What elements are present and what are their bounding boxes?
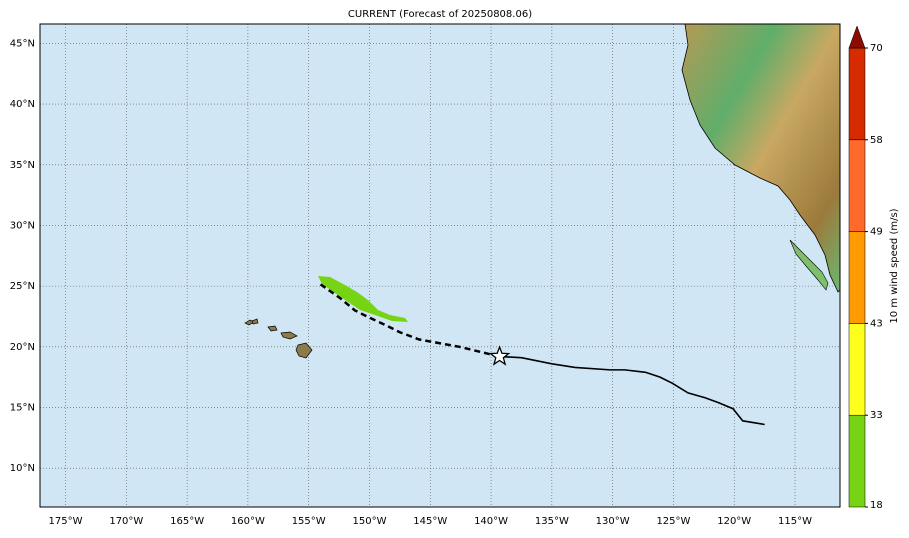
x-tick-label: 170°W (109, 516, 143, 527)
x-tick-label: 160°W (231, 516, 265, 527)
hawaii-islands (244, 318, 313, 359)
colorbar-label: 10 m wind speed (m/s) (889, 208, 900, 323)
colorbar-tick-label: 49 (870, 227, 883, 238)
north-america-land (681, 23, 841, 293)
y-tick-label: 20°N (10, 342, 35, 353)
colorbar-tick-label: 58 (870, 135, 883, 146)
map-frame (39, 23, 841, 508)
past-track (499, 355, 765, 426)
x-tick-label: 175°W (49, 516, 83, 527)
baja-peninsula (789, 239, 829, 291)
x-tick-label: 120°W (717, 516, 751, 527)
colorbar-segment (848, 414, 866, 508)
x-tick-label: 155°W (292, 516, 326, 527)
forecast-track (318, 282, 500, 358)
colorbar-tick-label: 18 (870, 500, 883, 511)
y-tick-label: 30°N (10, 220, 35, 231)
colorbar-segment (848, 139, 866, 232)
colorbar-segment (848, 47, 866, 141)
x-tick-label: 135°W (535, 516, 569, 527)
colorbar-segment (848, 231, 866, 324)
y-tick-label: 25°N (10, 281, 35, 292)
x-tick-label: 150°W (352, 516, 386, 527)
y-tick-label: 15°N (10, 402, 35, 413)
colorbar-segment (848, 323, 866, 416)
x-tick-label: 115°W (778, 516, 812, 527)
x-tick-label: 125°W (656, 516, 690, 527)
x-tick-label: 140°W (474, 516, 508, 527)
x-tick-label: 165°W (170, 516, 204, 527)
y-tick-label: 35°N (10, 160, 35, 171)
colorbar-tick-label: 33 (870, 410, 883, 421)
map-title: CURRENT (Forecast of 20250808.06) (348, 9, 532, 20)
colorbar-tick-label: 43 (870, 318, 883, 329)
colorbar-extend (848, 25, 866, 49)
x-tick-label: 130°W (596, 516, 630, 527)
y-tick-label: 10°N (10, 463, 35, 474)
x-tick-label: 145°W (413, 516, 447, 527)
wind-swath (318, 276, 408, 322)
y-tick-label: 40°N (10, 99, 35, 110)
colorbar-tick-label: 70 (870, 43, 883, 54)
y-tick-label: 45°N (10, 38, 35, 49)
current-position (488, 345, 511, 366)
